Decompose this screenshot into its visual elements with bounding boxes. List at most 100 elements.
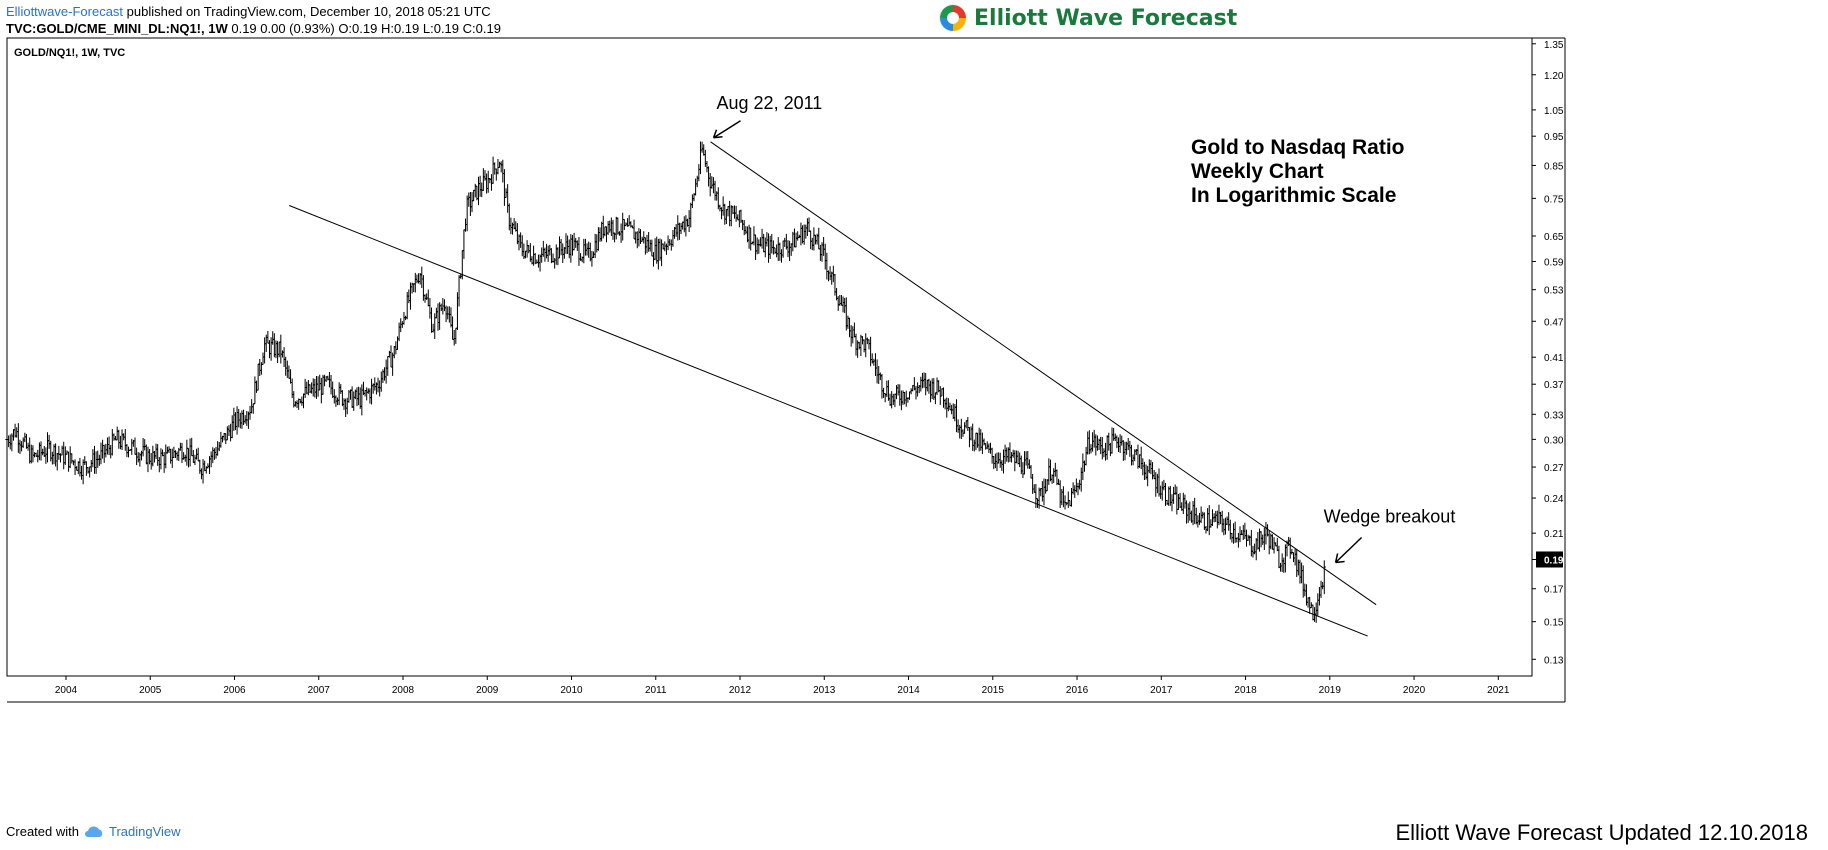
ohlc-bar [1116, 437, 1121, 452]
ohlc-bar [373, 377, 377, 391]
ohlc-bar [742, 220, 746, 236]
ohlc-bar [203, 460, 207, 472]
ohlc-bar [478, 175, 482, 197]
ohlc-bar [729, 205, 733, 227]
ohlc-bar [535, 259, 539, 264]
ohlc-bar [243, 415, 247, 424]
ohlc-bar [117, 429, 121, 449]
ohlc-bar [63, 446, 67, 465]
ohlc-bar [760, 228, 764, 249]
ohlc-bar [378, 380, 382, 397]
ohlc-bar [1016, 450, 1020, 465]
ohlc-bar [987, 443, 991, 454]
ohlc-bar [399, 318, 403, 333]
ohlc-bar [1123, 441, 1127, 461]
ohlc-bar [277, 341, 281, 358]
ohlc-bar [737, 210, 741, 228]
ohlc-bar [185, 439, 189, 466]
ohlc-bar [536, 254, 541, 268]
y-tick-label: 1.35 [1544, 40, 1564, 51]
ohlc-bar [1003, 444, 1007, 464]
ohlc-bar [321, 374, 325, 395]
ohlc-bar [1060, 488, 1064, 506]
ohlc-bar [802, 224, 806, 245]
ohlc-bar [531, 245, 536, 266]
ohlc-bar [676, 215, 680, 241]
ohlc-bar [39, 441, 43, 461]
ohlc-bar [313, 378, 317, 398]
ohlc-bar [933, 392, 938, 405]
ohlc-bar [1316, 593, 1320, 616]
ohlc-bar [846, 315, 850, 329]
ohlc-bar [1300, 562, 1304, 584]
ohlc-bar [303, 378, 307, 398]
ohlc-bar [212, 448, 216, 460]
ohlc-bar [564, 233, 568, 254]
ohlc-bar [1249, 529, 1253, 557]
ohlc-bar [436, 303, 440, 331]
ohlc-bar [170, 448, 174, 468]
ohlc-bar [990, 447, 994, 464]
ohlc-bar [894, 385, 899, 400]
ohlc-bar [886, 380, 891, 401]
ohlc-bar [68, 446, 72, 469]
ohlc-bar [193, 454, 197, 466]
ohlc-bar [506, 184, 510, 213]
ohlc-bar [486, 170, 490, 193]
ohlc-bar [1052, 468, 1056, 483]
ohlc-bar [1290, 548, 1294, 555]
ohlc-bar [964, 420, 968, 429]
ohlc-bar [849, 325, 853, 347]
ohlc-bar [1206, 508, 1210, 532]
ohlc-bar [1086, 431, 1090, 455]
ohlc-bar [123, 429, 127, 451]
ohlc-bar [656, 238, 660, 270]
ohlc-bar [314, 375, 319, 399]
ohlc-bar [28, 437, 32, 464]
ohlc-bar [993, 453, 997, 469]
ohlc-bar [300, 396, 304, 406]
y-tick-label: 0.59 [1544, 257, 1564, 268]
ohlc-bar [928, 380, 933, 403]
ohlc-bar [1107, 432, 1111, 451]
ohlc-bar [115, 426, 119, 441]
ohlc-bar [956, 419, 960, 433]
ohlc-bar [1073, 485, 1077, 498]
ohlc-bar [1022, 451, 1027, 475]
ohlc-bar [1105, 435, 1109, 460]
ohlc-bar [577, 236, 581, 266]
ohlc-bar [1102, 448, 1106, 458]
ohlc-bar [679, 222, 683, 235]
ohlc-bar [773, 247, 777, 254]
ohlc-bar [603, 226, 607, 237]
ohlc-bar [945, 397, 949, 418]
tradingview-link[interactable]: TradingView [108, 824, 181, 839]
ohlc-bar [1082, 460, 1087, 472]
ohlc-bar [269, 337, 273, 361]
ohlc-bar [196, 447, 200, 462]
ohlc-bar [825, 252, 829, 280]
ohlc-bar [543, 247, 547, 262]
ohlc-bar [569, 234, 573, 263]
ohlc-bar [935, 377, 939, 396]
ohlc-bar [368, 388, 372, 404]
ohlc-bar [78, 457, 82, 477]
ohlc-bar [1095, 435, 1100, 451]
ohlc-bar [389, 345, 393, 368]
ohlc-bar [1283, 544, 1287, 573]
ohlc-bar [146, 446, 150, 473]
ohlc-bar [632, 219, 636, 240]
ohlc-bar [165, 446, 170, 454]
ohlc-bar [862, 339, 866, 353]
ohlc-bar [387, 350, 391, 358]
ohlc-bar [178, 442, 182, 451]
y-tick-label: 1.20 [1544, 71, 1564, 82]
publisher-link[interactable]: Elliottwave-Forecast [6, 4, 124, 19]
ohlc-bar [434, 307, 438, 319]
ohlc-bar [1039, 488, 1043, 497]
ohlc-bar [591, 251, 596, 258]
ohlc-bar [523, 250, 528, 259]
ohlc-bar [331, 381, 335, 399]
ohlc-bar [199, 468, 204, 480]
ohlc-bar [794, 232, 798, 248]
